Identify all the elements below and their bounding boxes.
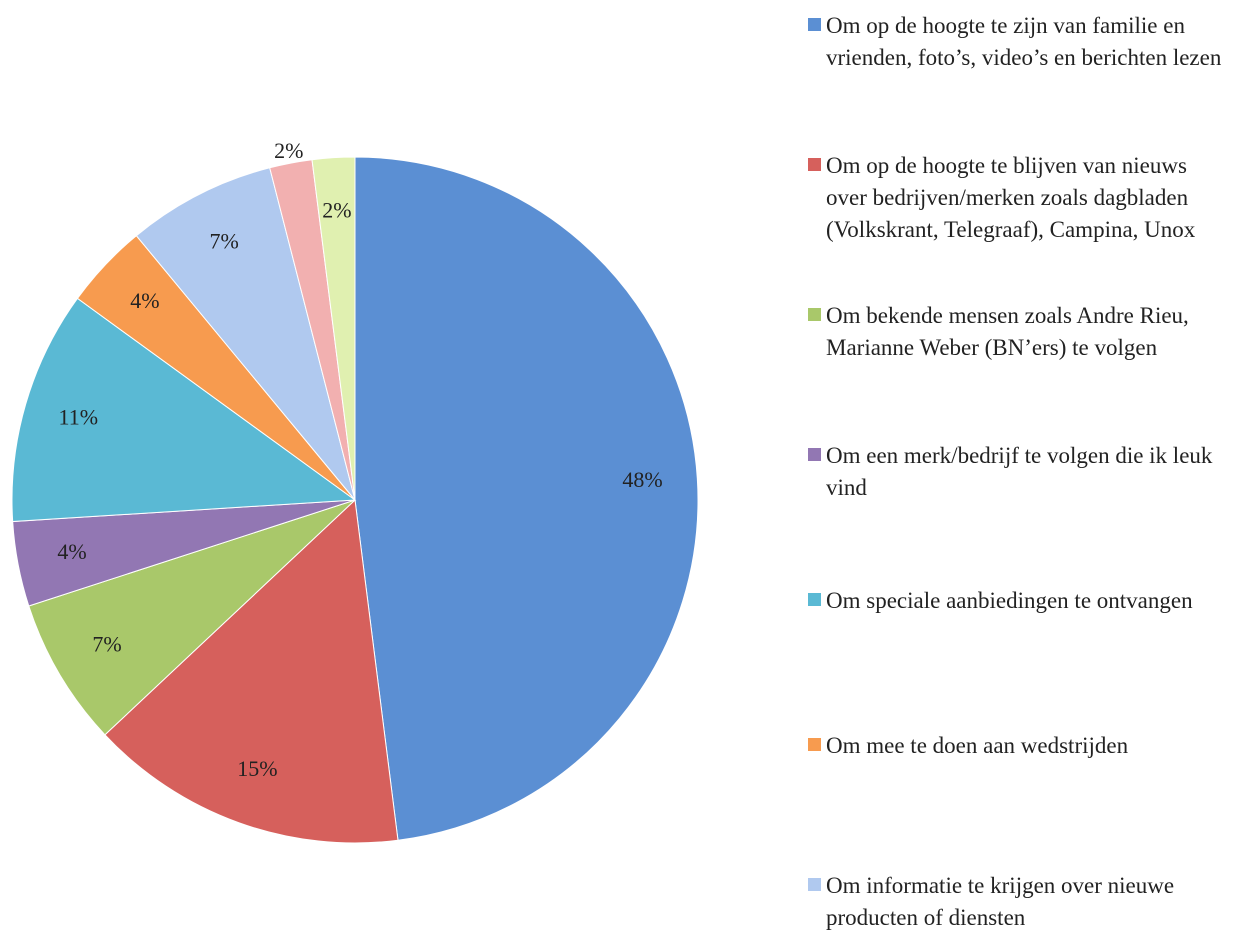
- legend-label: Om op de hoogte te zijn van familie en v…: [826, 13, 1222, 70]
- legend-entry: Om speciale aanbiedingen te ontvangen: [808, 585, 1228, 617]
- data-label: 7%: [92, 632, 121, 657]
- data-label: 4%: [130, 288, 159, 313]
- legend-swatch: [808, 593, 821, 606]
- legend-swatch: [808, 448, 821, 461]
- legend-entry: Om op de hoogte te zijn van familie en v…: [808, 10, 1228, 74]
- data-label: 2%: [322, 197, 351, 222]
- data-label: 48%: [622, 467, 662, 492]
- legend-entry: Om informatie te krijgen over nieuwe pro…: [808, 870, 1228, 934]
- data-label: 11%: [59, 405, 99, 430]
- legend-label: Om speciale aanbiedingen te ontvangen: [826, 588, 1193, 613]
- legend-swatch: [808, 158, 821, 171]
- legend-entry: Om op de hoogte te blijven van nieuws ov…: [808, 150, 1228, 246]
- chart: 48% 15% 7% 4% 11% 4% 7% 2% 2%: [11, 138, 699, 844]
- legend-label: Om op de hoogte te blijven van nieuws ov…: [826, 153, 1196, 242]
- legend-label: Om een merk/bedrijf te volgen die ik leu…: [826, 443, 1213, 500]
- legend-entry: Om mee te doen aan wedstrijden: [808, 730, 1228, 762]
- data-label: 15%: [237, 756, 277, 781]
- data-label: 2%: [274, 138, 303, 163]
- pie-slice: [11, 297, 357, 523]
- legend-swatch: [808, 738, 821, 751]
- legend-label: Om bekende mensen zoals Andre Rieu, Mari…: [826, 303, 1189, 360]
- data-label: 7%: [210, 228, 239, 253]
- pie-slice: [28, 499, 356, 736]
- legend-entry: Om bekende mensen zoals Andre Rieu, Mari…: [808, 300, 1228, 364]
- legend-label: Om mee te doen aan wedstrijden: [826, 733, 1129, 758]
- data-label: 4%: [57, 539, 86, 564]
- legend-swatch: [808, 878, 821, 891]
- legend-swatch: [808, 18, 821, 31]
- legend-label: Om informatie te krijgen over nieuwe pro…: [826, 873, 1175, 930]
- pie-slice: [354, 156, 699, 841]
- pie-slice: [135, 167, 356, 501]
- legend-swatch: [808, 308, 821, 321]
- legend-entry: Om een merk/bedrijf te volgen die ik leu…: [808, 440, 1228, 504]
- pie-slice: [104, 498, 399, 844]
- pie-slice: [311, 156, 356, 501]
